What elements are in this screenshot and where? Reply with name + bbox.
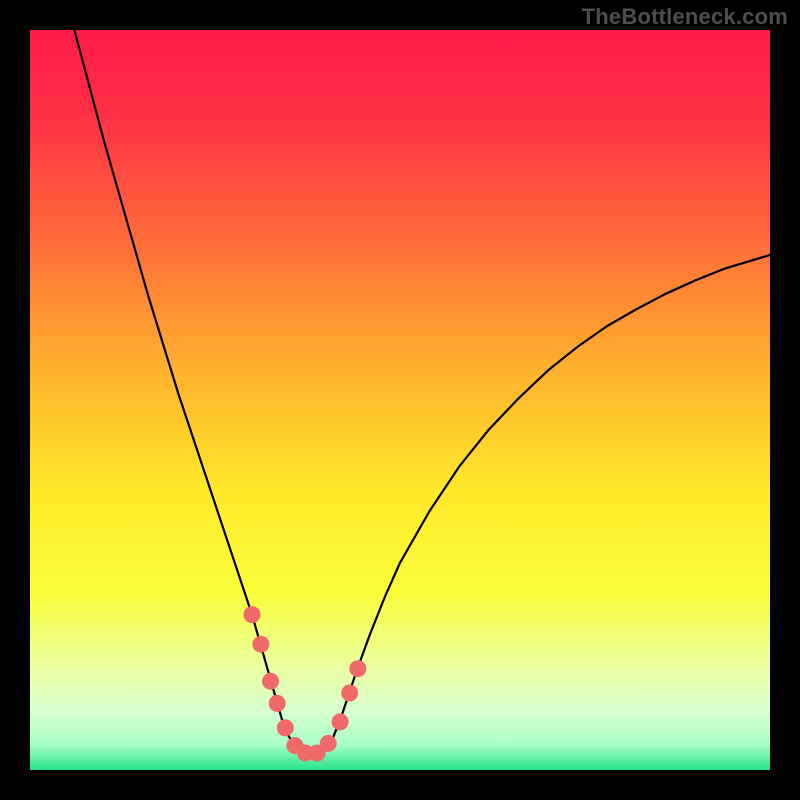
highlight-marker [262, 673, 279, 690]
highlight-marker [244, 606, 261, 623]
bottleneck-chart [0, 0, 800, 800]
highlight-marker [320, 735, 337, 752]
highlight-marker [277, 719, 294, 736]
highlight-marker [252, 636, 269, 653]
highlight-marker [349, 660, 366, 677]
highlight-marker [341, 685, 358, 702]
highlight-marker [332, 713, 349, 730]
plot-area [30, 30, 770, 770]
highlight-marker [269, 695, 286, 712]
watermark-text: TheBottleneck.com [582, 4, 788, 30]
